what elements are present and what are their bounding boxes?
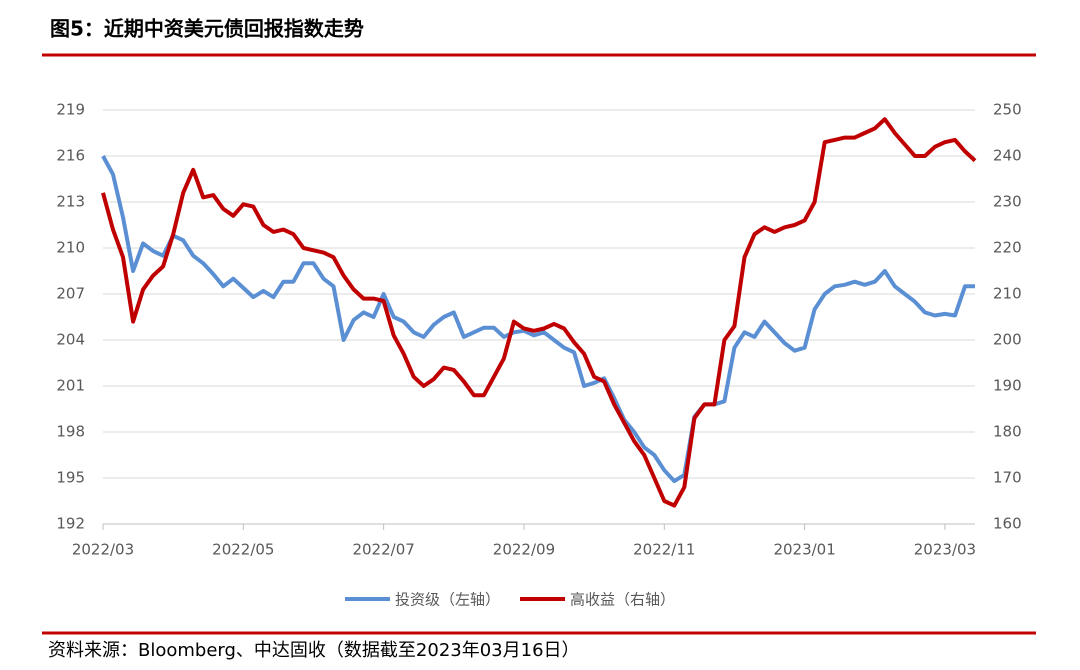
y-tick-label: 210	[56, 239, 85, 257]
x-tick-label: 2022/09	[493, 541, 555, 559]
y-tick-label: 192	[56, 515, 85, 533]
y2-tick-label: 160	[993, 515, 1022, 533]
y-tick-label: 207	[56, 285, 85, 303]
y-tick-label: 216	[56, 147, 85, 165]
y2-tick-label: 250	[993, 101, 1022, 119]
series-line	[101, 117, 977, 508]
source-note: 资料来源：Bloomberg、中达固收（数据截至2023年03月16日）	[48, 640, 580, 661]
series-line	[101, 155, 975, 484]
legend-label: 高收益（右轴）	[570, 591, 675, 609]
y2-tick-label: 220	[993, 239, 1022, 257]
legend-label: 投资级（左轴）	[395, 591, 500, 609]
y-tick-label: 198	[56, 423, 85, 441]
x-tick-label: 2023/03	[914, 541, 976, 559]
y2-tick-label: 180	[993, 423, 1022, 441]
y2-tick-label: 210	[993, 285, 1022, 303]
y2-tick-label: 240	[993, 147, 1022, 165]
x-tick-label: 2022/07	[352, 541, 414, 559]
y-tick-label: 213	[56, 193, 85, 211]
y-tick-label: 219	[56, 101, 85, 119]
y-tick-label: 201	[56, 377, 85, 395]
x-tick-label: 2023/01	[773, 541, 835, 559]
y2-tick-label: 200	[993, 331, 1022, 349]
x-tick-label: 2022/11	[633, 541, 695, 559]
y2-tick-label: 170	[993, 469, 1022, 487]
y-tick-label: 195	[56, 469, 85, 487]
y2-tick-label: 230	[993, 193, 1022, 211]
y2-tick-label: 190	[993, 377, 1022, 395]
chart-title: 图5：近期中资美元债回报指数走势	[50, 17, 364, 41]
x-tick-label: 2022/05	[212, 541, 274, 559]
x-tick-label: 2022/03	[72, 541, 134, 559]
y-tick-label: 204	[56, 331, 85, 349]
